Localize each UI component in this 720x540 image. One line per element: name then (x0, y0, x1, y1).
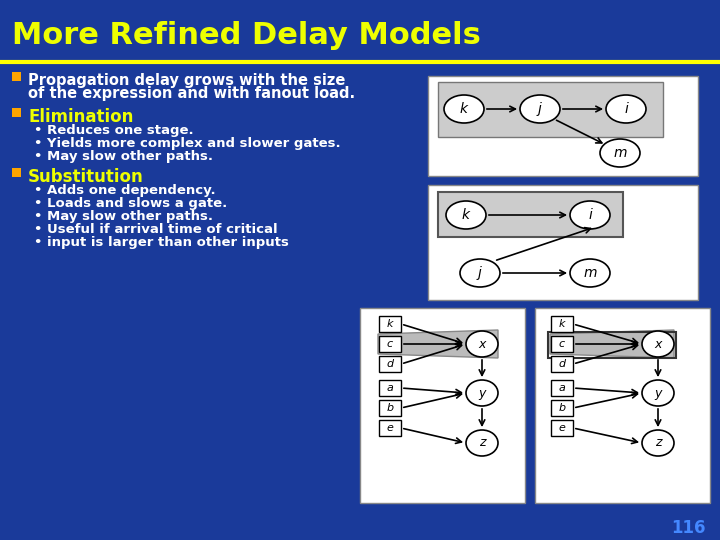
Text: k: k (387, 319, 393, 329)
Text: • Adds one dependency.: • Adds one dependency. (34, 184, 215, 197)
Bar (428, 185, 698, 300)
Bar (12, 168, 21, 177)
Text: 116: 116 (672, 519, 706, 537)
Bar (551, 356, 573, 372)
Text: k: k (460, 102, 468, 116)
Text: • Yields more complex and slower gates.: • Yields more complex and slower gates. (34, 137, 341, 150)
Bar (438, 192, 623, 237)
Text: b: b (559, 403, 566, 413)
Ellipse shape (466, 331, 498, 357)
Ellipse shape (466, 430, 498, 456)
Ellipse shape (600, 139, 640, 167)
Ellipse shape (444, 95, 484, 123)
Bar (551, 400, 573, 416)
Text: • Loads and slows a gate.: • Loads and slows a gate. (34, 197, 228, 210)
Bar (379, 336, 401, 352)
Text: i: i (588, 208, 592, 222)
Text: d: d (559, 359, 566, 369)
Bar (379, 356, 401, 372)
Text: c: c (559, 339, 565, 349)
Text: z: z (654, 436, 661, 449)
Text: y: y (478, 387, 486, 400)
Text: k: k (462, 208, 470, 222)
Text: • Useful if arrival time of critical: • Useful if arrival time of critical (34, 223, 278, 236)
Text: a: a (559, 383, 565, 393)
Bar (12, 108, 21, 117)
Ellipse shape (606, 95, 646, 123)
Polygon shape (378, 330, 498, 358)
Text: x: x (654, 338, 662, 350)
Text: i: i (624, 102, 628, 116)
Ellipse shape (466, 380, 498, 406)
Polygon shape (550, 330, 674, 358)
Bar (551, 420, 573, 436)
Bar (428, 76, 698, 176)
Text: e: e (387, 423, 393, 433)
Bar (379, 400, 401, 416)
Text: d: d (387, 359, 394, 369)
Text: m: m (583, 266, 597, 280)
Bar (548, 332, 676, 358)
Text: j: j (538, 102, 542, 116)
Text: Substitution: Substitution (28, 168, 144, 186)
Text: b: b (387, 403, 394, 413)
Bar (535, 308, 710, 503)
Bar (360, 308, 525, 503)
Bar (379, 380, 401, 396)
Bar (551, 316, 573, 332)
Ellipse shape (642, 430, 674, 456)
Ellipse shape (570, 201, 610, 229)
Ellipse shape (570, 259, 610, 287)
Ellipse shape (446, 201, 486, 229)
Text: • Reduces one stage.: • Reduces one stage. (34, 124, 194, 137)
Bar (12, 72, 21, 81)
Text: x: x (478, 338, 486, 350)
Text: y: y (654, 387, 662, 400)
Bar (379, 420, 401, 436)
Ellipse shape (460, 259, 500, 287)
Text: • May slow other paths.: • May slow other paths. (34, 150, 213, 163)
Text: k: k (559, 319, 565, 329)
Text: of the expression and with fanout load.: of the expression and with fanout load. (28, 86, 355, 101)
Ellipse shape (642, 380, 674, 406)
Text: Elimination: Elimination (28, 108, 133, 126)
Text: m: m (613, 146, 626, 160)
Text: e: e (559, 423, 565, 433)
Bar (551, 380, 573, 396)
Ellipse shape (520, 95, 560, 123)
Text: • input is larger than other inputs: • input is larger than other inputs (34, 236, 289, 249)
Text: j: j (478, 266, 482, 280)
Text: a: a (387, 383, 393, 393)
Bar (438, 82, 663, 137)
Bar (551, 336, 573, 352)
Text: • May slow other paths.: • May slow other paths. (34, 210, 213, 223)
Text: More Refined Delay Models: More Refined Delay Models (12, 22, 481, 51)
Text: z: z (479, 436, 485, 449)
Text: Propagation delay grows with the size: Propagation delay grows with the size (28, 73, 346, 88)
Ellipse shape (642, 331, 674, 357)
Text: c: c (387, 339, 393, 349)
Bar (379, 316, 401, 332)
